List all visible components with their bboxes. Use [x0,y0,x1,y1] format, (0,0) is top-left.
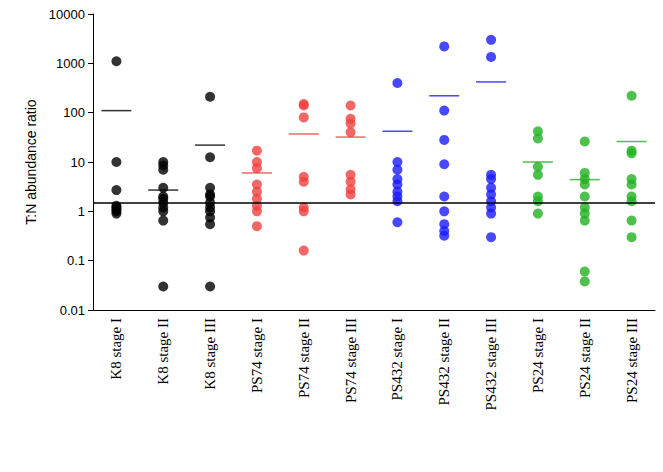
svg-text:PS432 stage III: PS432 stage III [483,318,499,411]
svg-text:PS432 stage I: PS432 stage I [389,318,405,401]
svg-text:K8 stage III: K8 stage III [202,318,218,390]
svg-text:K8 stage I: K8 stage I [108,318,124,380]
svg-text:PS432 stage II: PS432 stage II [436,318,452,406]
svg-text:100: 100 [63,105,85,120]
svg-text:PS74 stage I: PS74 stage I [249,318,265,393]
svg-text:T:N abundance ratio: T:N abundance ratio [23,99,39,225]
svg-text:PS24 stage I: PS24 stage I [530,318,546,393]
svg-text:PS74 stage II: PS74 stage II [296,318,312,398]
svg-text:0.01: 0.01 [60,303,85,318]
svg-text:10000: 10000 [49,7,85,22]
svg-text:10: 10 [71,155,85,170]
svg-text:PS24 stage III: PS24 stage III [624,318,640,403]
svg-text:0.1: 0.1 [67,253,85,268]
svg-text:PS24 stage II: PS24 stage II [577,318,593,398]
svg-text:PS74 stage III: PS74 stage III [343,318,359,403]
svg-text:K8 stage II: K8 stage II [155,318,171,385]
svg-text:1: 1 [78,204,85,219]
svg-text:1000: 1000 [56,56,85,71]
